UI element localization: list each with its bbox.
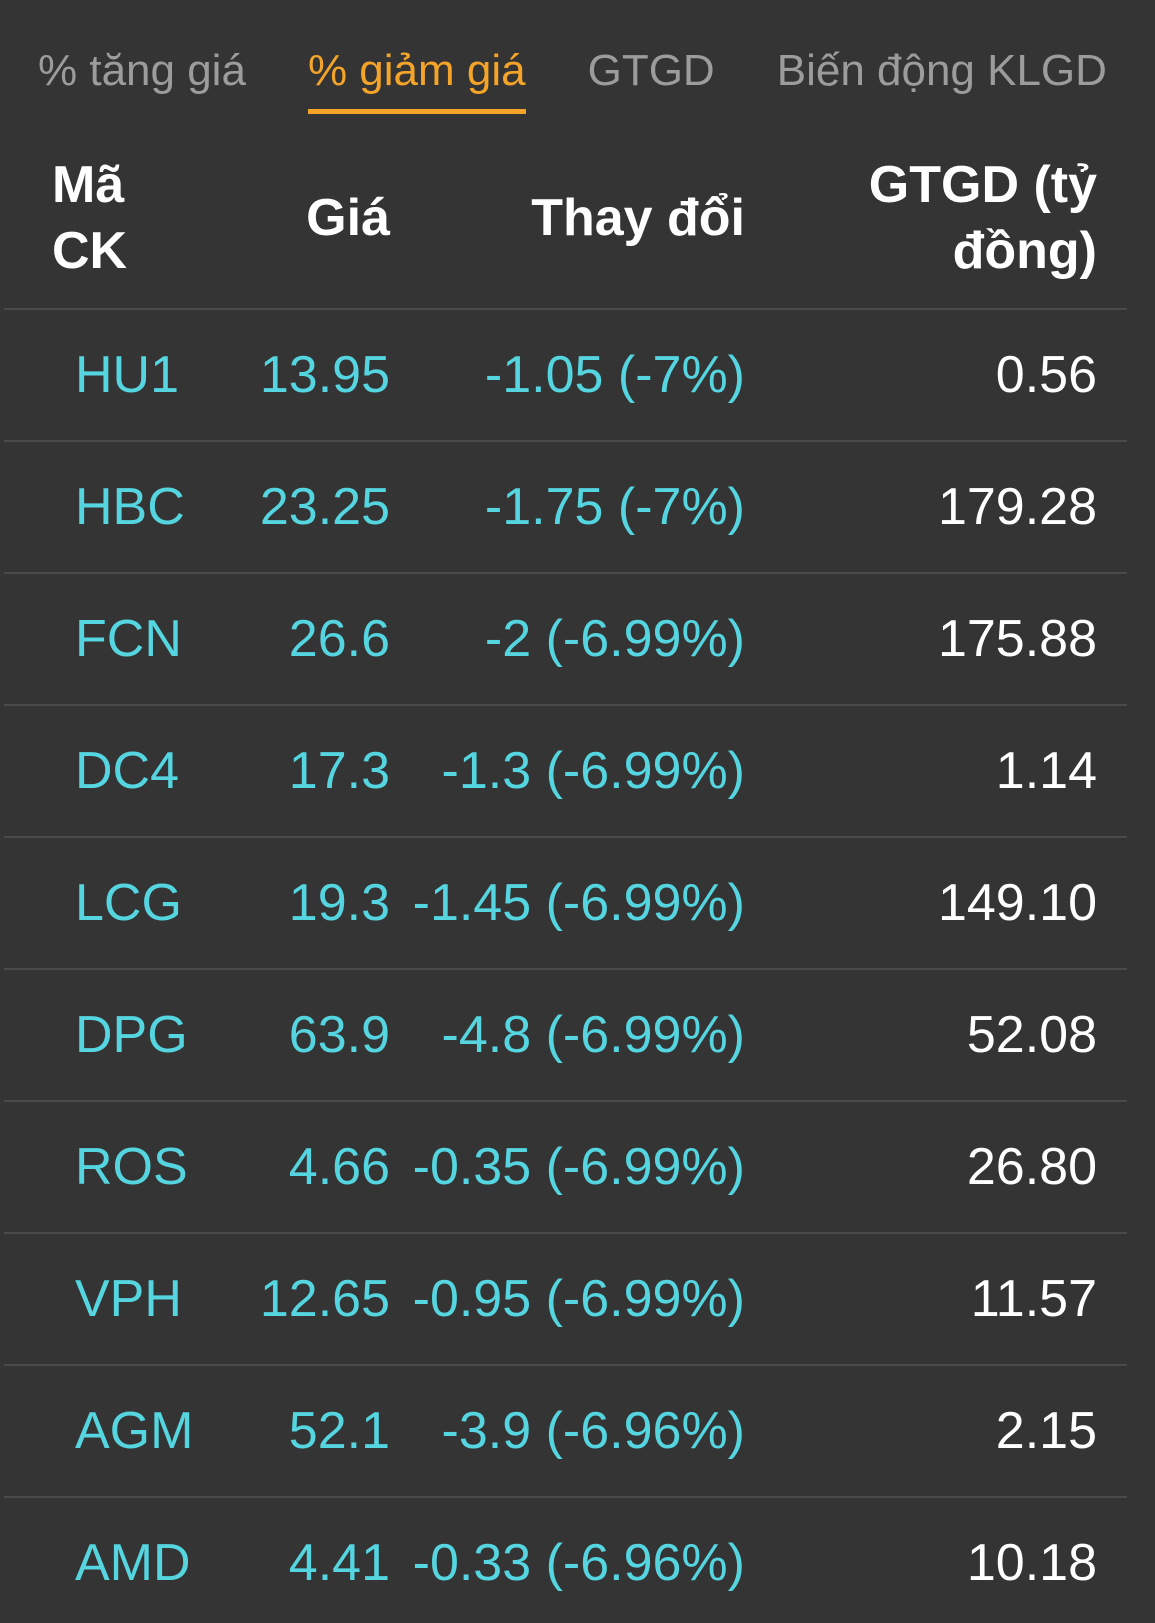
change-cell: -3.9 (-6.96%) — [441, 1402, 745, 1460]
row-divider — [4, 440, 1127, 442]
table-row[interactable]: HBC 23.25 -1.75 (-7%) 179.28 — [0, 442, 1155, 572]
row-divider — [4, 836, 1127, 838]
price-cell: 13.95 — [259, 346, 390, 404]
stock-code-cell: HU1 — [75, 346, 180, 404]
header-stock-code: Mã CK — [52, 156, 128, 280]
price-cell: 23.25 — [259, 478, 390, 536]
table-row[interactable]: FCN 26.6 -2 (-6.99%) 175.88 — [0, 574, 1155, 704]
price-cell: 4.41 — [288, 1534, 390, 1592]
row-divider — [4, 1364, 1127, 1366]
stock-code-cell: HBC — [75, 478, 185, 536]
row-divider — [4, 572, 1127, 574]
row-divider — [4, 308, 1127, 310]
change-cell: -4.8 (-6.99%) — [441, 1006, 745, 1064]
change-cell: -1.05 (-7%) — [484, 346, 745, 404]
header-gtgd-value: GTGD (tỷ đồng) — [868, 156, 1097, 280]
table-row[interactable]: LCG 19.3 -1.45 (-6.99%) 149.10 — [0, 838, 1155, 968]
row-divider — [4, 1100, 1127, 1102]
change-cell: -1.3 (-6.99%) — [441, 742, 745, 800]
table-row[interactable]: ROS 4.66 -0.35 (-6.99%) 26.80 — [0, 1102, 1155, 1232]
table-row[interactable]: HU1 13.95 -1.05 (-7%) 0.56 — [0, 310, 1155, 440]
price-cell: 12.65 — [259, 1270, 390, 1328]
price-cell: 52.1 — [288, 1402, 390, 1460]
gtgd-value-cell: 0.56 — [995, 346, 1097, 404]
stock-code-cell: DPG — [75, 1006, 188, 1064]
gtgd-value-cell: 1.14 — [995, 742, 1097, 800]
stock-code-cell: AGM — [75, 1402, 194, 1460]
row-divider — [4, 1232, 1127, 1234]
header-price: Giá — [306, 189, 390, 247]
change-cell: -0.33 (-6.96%) — [412, 1534, 745, 1592]
tab-gtgd[interactable]: GTGD — [587, 46, 715, 95]
table-row[interactable]: AGM 52.1 -3.9 (-6.96%) 2.15 — [0, 1366, 1155, 1496]
price-cell: 17.3 — [288, 742, 390, 800]
tab-bar: % tăng giá % giảm giá GTGD Biến động KLGD — [0, 0, 1155, 114]
price-cell: 63.9 — [288, 1006, 390, 1064]
table-row[interactable]: AMD 4.41 -0.33 (-6.96%) 10.18 — [0, 1498, 1155, 1623]
stock-table: Mã CK Giá Thay đổi GTGD (tỷ đồng) HU1 13… — [0, 152, 1155, 1623]
price-cell: 4.66 — [288, 1138, 390, 1196]
stock-code-cell: AMD — [75, 1534, 191, 1592]
tab-bien-dong-klgd[interactable]: Biến động KLGD — [776, 46, 1107, 95]
gtgd-value-cell: 149.10 — [937, 874, 1097, 932]
table-row[interactable]: DPG 63.9 -4.8 (-6.99%) 52.08 — [0, 970, 1155, 1100]
price-cell: 26.6 — [288, 610, 390, 668]
stock-code-cell: ROS — [75, 1138, 188, 1196]
row-divider — [4, 968, 1127, 970]
change-cell: -0.35 (-6.99%) — [412, 1138, 745, 1196]
gtgd-value-cell: 10.18 — [966, 1534, 1097, 1592]
price-cell: 19.3 — [288, 874, 390, 932]
tab-pct-tang-gia[interactable]: % tăng giá — [38, 46, 246, 95]
gtgd-value-cell: 11.57 — [970, 1270, 1097, 1328]
gtgd-value-cell: 179.28 — [937, 478, 1097, 536]
gtgd-value-cell: 2.15 — [995, 1402, 1097, 1460]
header-change: Thay đổi — [531, 189, 745, 247]
stock-code-cell: VPH — [75, 1270, 182, 1328]
gtgd-value-cell: 26.80 — [966, 1138, 1097, 1196]
change-cell: -0.95 (-6.99%) — [412, 1270, 745, 1328]
row-divider — [4, 1496, 1127, 1498]
table-row[interactable]: DC4 17.3 -1.3 (-6.99%) 1.14 — [0, 706, 1155, 836]
table-row[interactable]: VPH 12.65 -0.95 (-6.99%) 11.57 — [0, 1234, 1155, 1364]
stock-code-cell: FCN — [75, 610, 182, 668]
gtgd-value-cell: 52.08 — [966, 1006, 1097, 1064]
table-header-row: Mã CK Giá Thay đổi GTGD (tỷ đồng) — [0, 152, 1155, 308]
change-cell: -1.45 (-6.99%) — [412, 874, 745, 932]
change-cell: -1.75 (-7%) — [484, 478, 745, 536]
tab-pct-giam-gia[interactable]: % giảm giá — [307, 44, 526, 114]
stock-code-cell: LCG — [75, 874, 182, 932]
table-body: HU1 13.95 -1.05 (-7%) 0.56 HBC 23.25 -1.… — [0, 308, 1155, 1623]
change-cell: -2 (-6.99%) — [484, 610, 745, 668]
row-divider — [4, 704, 1127, 706]
gtgd-value-cell: 175.88 — [937, 610, 1097, 668]
stock-code-cell: DC4 — [75, 742, 180, 800]
